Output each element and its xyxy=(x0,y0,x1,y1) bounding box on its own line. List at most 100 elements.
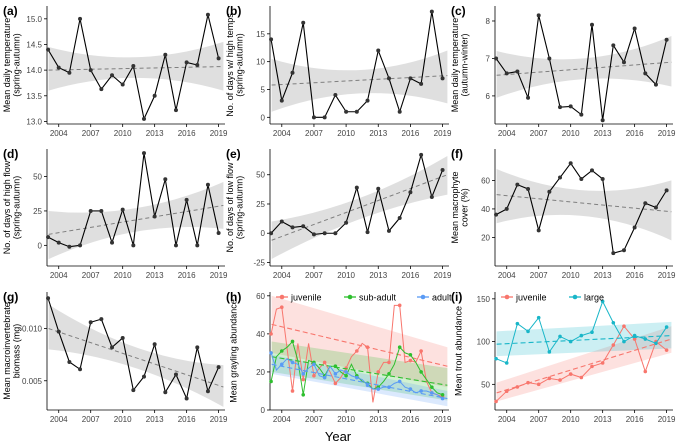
x-tick-label-a: 2010 xyxy=(114,129,132,138)
y-axis-label-b: No. of days w/ high temps(spring-autumn) xyxy=(225,13,244,117)
y-tick-label-d: 0 xyxy=(38,241,43,250)
data-point-d xyxy=(88,208,93,213)
data-point-e xyxy=(376,186,381,191)
y-tick-label-c: 6 xyxy=(486,92,491,101)
data-point-i-juvenile xyxy=(600,361,605,365)
data-point-g xyxy=(152,342,157,347)
x-tick-label-g: 2019 xyxy=(210,415,228,424)
panel-f: (f) Mean macrophytecover (%) 20 40 60 2004 200… xyxy=(450,147,676,280)
y-tick-label-f: 60 xyxy=(481,176,490,185)
data-point-e xyxy=(279,219,284,224)
data-point-a xyxy=(205,12,210,17)
x-tick-label-i: 2013 xyxy=(594,415,612,424)
data-point-h-adult xyxy=(344,370,348,374)
data-point-h-sub-adult xyxy=(440,392,445,397)
x-axis-label: Year xyxy=(325,429,352,444)
y-tick-label-e: 50 xyxy=(256,171,265,180)
panel-label-g: (g) xyxy=(3,290,18,304)
data-point-d xyxy=(67,244,72,249)
y-tick-label-g: 0.005 xyxy=(22,377,43,386)
data-point-b xyxy=(408,76,413,81)
data-point-i-large xyxy=(526,329,530,334)
confidence-band-b xyxy=(271,50,448,112)
data-point-d xyxy=(195,243,200,248)
data-point-a xyxy=(184,60,189,65)
data-point-e xyxy=(301,224,306,229)
panel-d: (d)No. of days of high flow(spring-autum… xyxy=(2,147,228,280)
data-point-i-juvenile xyxy=(664,348,669,352)
trend-line-g xyxy=(48,328,224,388)
x-tick-label-g: 2004 xyxy=(50,415,68,424)
data-point-a xyxy=(67,70,72,75)
data-point-b xyxy=(419,81,424,86)
y-axis-label-a: Mean daily temperature(spring-autumn) xyxy=(2,18,21,113)
data-point-d xyxy=(152,214,157,219)
confidence-band-h-juvenile xyxy=(271,295,448,388)
trend-line-h-sub-adult xyxy=(271,356,448,386)
x-tick-label-c: 2013 xyxy=(594,129,612,138)
panel-i: (i) Mean trout abundance 50 100 150 2004 2007 2… xyxy=(451,290,676,424)
panel-label-c: (c) xyxy=(451,4,466,18)
data-point-c xyxy=(643,71,648,76)
data-point-i-large xyxy=(547,350,552,354)
data-point-g xyxy=(173,372,178,377)
y-tick-label-a: 15.0 xyxy=(26,15,42,24)
data-point-d xyxy=(110,240,115,245)
data-point-c xyxy=(632,26,637,31)
data-point-e xyxy=(386,228,391,233)
data-point-i-juvenile xyxy=(536,382,541,387)
x-tick-label-b: 2016 xyxy=(402,129,420,138)
data-point-i-juvenile xyxy=(568,372,573,376)
x-tick-label-i: 2019 xyxy=(658,415,676,424)
data-point-h-adult xyxy=(355,375,359,380)
y-tick-label-i: 50 xyxy=(481,380,490,389)
y-tick-label-c: 8 xyxy=(486,17,491,26)
data-point-c xyxy=(621,60,626,65)
confidence-band-i-juvenile xyxy=(496,326,672,402)
data-point-e xyxy=(408,190,413,195)
data-point-b xyxy=(322,115,327,120)
data-point-e xyxy=(311,232,316,237)
x-tick-label-e: 2019 xyxy=(434,271,452,280)
data-point-h-adult xyxy=(322,375,327,380)
data-point-f xyxy=(653,205,658,210)
data-point-a xyxy=(152,93,157,98)
trend-line-i-large xyxy=(496,335,672,345)
trend-line-i-juvenile xyxy=(496,338,672,394)
data-point-b xyxy=(311,115,316,120)
data-point-b xyxy=(440,76,445,81)
x-tick-label-d: 2016 xyxy=(178,271,196,280)
data-point-h-sub-adult xyxy=(301,392,306,397)
data-point-i-juvenile xyxy=(494,399,498,404)
data-point-g xyxy=(163,390,168,395)
y-axis-label-g: Mean macroinvertebratebiomass (mg) xyxy=(2,302,21,400)
legend-label-h: adult xyxy=(432,293,452,303)
data-point-i-large xyxy=(558,334,562,339)
data-point-g xyxy=(205,389,210,394)
data-point-c xyxy=(547,56,552,61)
legend-label-h: sub-adult xyxy=(359,293,397,303)
data-point-b xyxy=(279,98,284,103)
panel-label-a: (a) xyxy=(3,4,18,18)
data-point-i-large xyxy=(494,356,498,361)
data-point-e xyxy=(322,231,327,236)
y-axis-label-i: Mean trout abundance xyxy=(454,306,464,396)
data-point-h-juvenile xyxy=(397,303,402,308)
panel-label-i: (i) xyxy=(451,290,462,304)
x-tick-label-f: 2013 xyxy=(594,271,612,280)
trend-line-c xyxy=(496,61,672,76)
y-tick-label-f: 40 xyxy=(481,205,490,214)
x-tick-label-a: 2007 xyxy=(82,129,100,138)
data-point-i-large xyxy=(600,299,605,304)
data-point-g xyxy=(141,374,146,379)
data-point-g xyxy=(67,359,72,364)
data-point-c xyxy=(558,105,563,110)
data-point-a xyxy=(120,82,125,87)
data-point-h-juvenile xyxy=(312,373,316,378)
data-point-h-sub-adult xyxy=(430,385,434,389)
panel-a: (a)Mean daily temperature(spring-autumn)… xyxy=(2,4,228,138)
data-point-f xyxy=(632,225,637,230)
data-point-a xyxy=(141,116,146,121)
x-tick-label-c: 2019 xyxy=(658,129,676,138)
